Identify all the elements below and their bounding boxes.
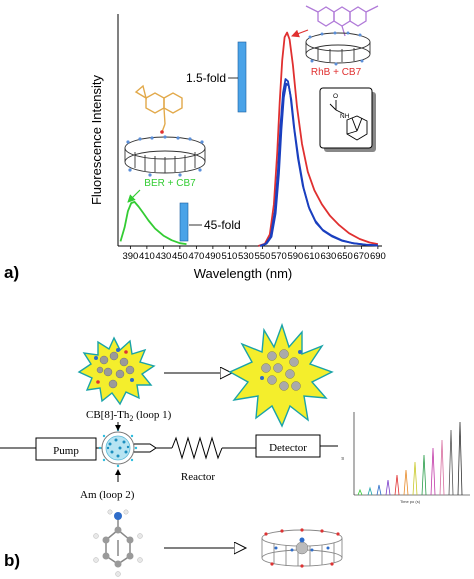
x-tick-label: 450 (172, 251, 188, 262)
y-axis-title: Fluorescence Intensity (89, 74, 104, 205)
cb-complex (261, 528, 343, 568)
rhb-cb7-structure (305, 5, 379, 66)
svg-text:NH: NH (340, 113, 350, 120)
x-tick-label: 390 (122, 251, 138, 262)
product-starburst (228, 322, 334, 428)
label-rhb-cb7: RhB + CB7 (311, 67, 362, 78)
x-tick-label: 470 (188, 251, 204, 262)
x-tick-label: 630 (320, 251, 336, 262)
mini-xlabel: Time po (s) (400, 499, 421, 504)
fold-bar-2 (179, 202, 189, 242)
ber-arrow (127, 189, 141, 203)
fold-label-2: 45-fold (204, 218, 241, 232)
plot-area: 390 410 430 450 470 490 510 530 550 570 590 610 630 6… (117, 14, 386, 262)
x-tick-label: 490 (205, 251, 221, 262)
x-tick-label: 510 (221, 251, 237, 262)
pump-label: Pump (53, 445, 79, 457)
mini-ylabel: I/I (340, 457, 345, 460)
x-tick-label: 610 (304, 251, 320, 262)
am-label: Am (loop 2) (80, 489, 135, 501)
series-line-4 (260, 82, 378, 247)
panel-a-label: a) (4, 263, 19, 282)
x-tick-label: 690 (370, 251, 386, 262)
am-molecule (93, 509, 143, 577)
pump-box (35, 437, 97, 461)
detector-label: Detector (269, 442, 307, 454)
rhb-arrow (291, 29, 309, 38)
x-ticks: 390 410 430 450 470 490 510 530 550 570 590 610 630 6… (122, 246, 386, 262)
panel-b-label: b) (4, 551, 20, 570)
x-tick-label: 590 (287, 251, 303, 262)
x-tick-label: 410 (139, 251, 155, 262)
x-tick-label: 530 (238, 251, 254, 262)
reactor-coil (171, 436, 223, 460)
x-tick-label: 670 (353, 251, 369, 262)
mini-chart: I/I Time po (s) (340, 412, 470, 504)
reactor-label: Reactor (181, 471, 216, 483)
valve-outlet (134, 443, 157, 453)
adamantane-box: O NH (319, 87, 376, 152)
x-axis-title: Wavelength (nm) (194, 266, 293, 281)
label-ber-cb7: BER + CB7 (144, 178, 196, 189)
ber-cb7-structure (124, 84, 206, 177)
x-tick-label: 650 (337, 251, 353, 262)
fold-bar-1 (237, 41, 247, 113)
series-layer (119, 31, 379, 247)
cb8-th2-label: CB[8]-Th2 (loop 1) (86, 409, 172, 423)
x-tick-label: 570 (271, 251, 287, 262)
series-line-1 (119, 200, 187, 245)
panel-a: a) Fluorescence Intensity Wavelength (nm… (4, 5, 386, 282)
x-tick-label: 550 (254, 251, 270, 262)
fold-label-1: 1.5-fold (186, 71, 226, 85)
svg-text:O: O (333, 93, 338, 100)
x-tick-label: 430 (155, 251, 171, 262)
mixing-valve (98, 428, 138, 468)
cb8-th2-starburst (77, 336, 156, 406)
panel-b: b) CB[8]-Th2 (loop 1) (0, 322, 470, 577)
series-line-2 (258, 31, 379, 247)
